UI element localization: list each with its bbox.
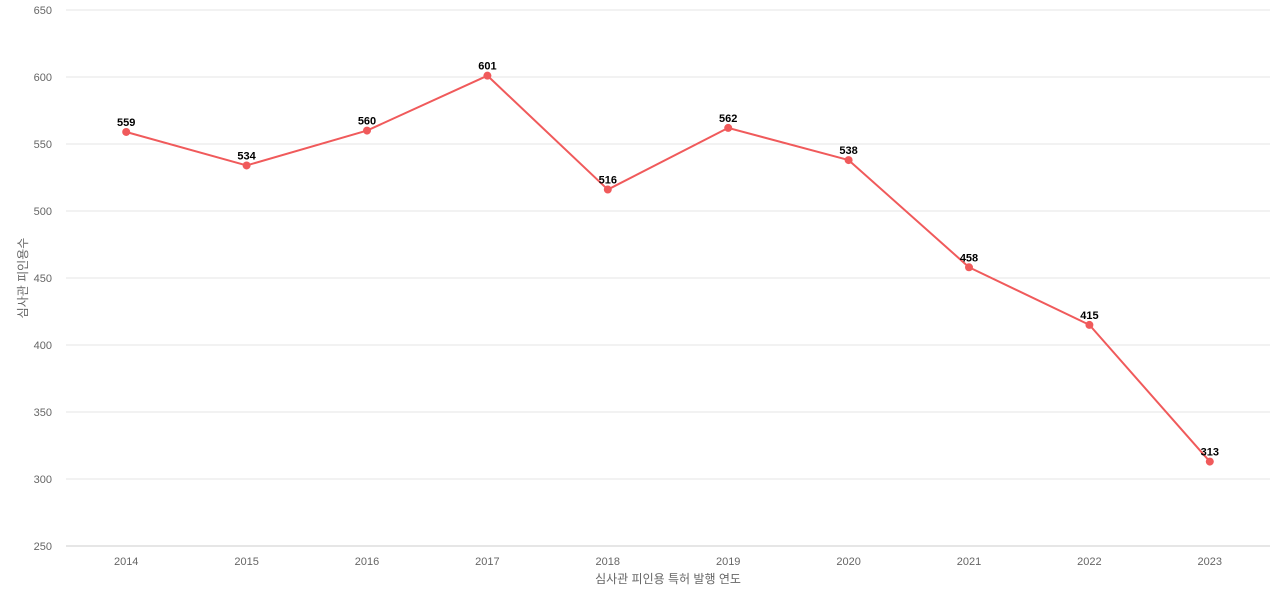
data-label: 516 — [599, 175, 617, 187]
data-labels: 559 534 560 601 516 562 538 458 415 313 — [117, 61, 1219, 459]
x-tick-label: 2017 — [475, 556, 499, 568]
data-label: 560 — [358, 116, 376, 128]
data-point[interactable] — [965, 263, 973, 272]
data-point[interactable] — [844, 156, 853, 165]
data-label: 559 — [117, 117, 135, 129]
y-tick-label: 600 — [34, 72, 52, 84]
data-label: 534 — [237, 150, 256, 162]
data-point[interactable] — [1205, 457, 1214, 466]
y-tick-label: 550 — [34, 139, 52, 151]
x-tick-label: 2021 — [957, 556, 981, 568]
y-tick-label: 400 — [34, 340, 52, 352]
series-layer — [122, 71, 1214, 466]
x-tick-label: 2023 — [1198, 556, 1222, 568]
data-label: 458 — [960, 252, 978, 264]
x-axis-title: 심사관 피인용 특허 발행 연도 — [595, 571, 741, 586]
y-tick-label: 500 — [34, 206, 52, 218]
x-tick-label: 2022 — [1077, 556, 1101, 568]
data-point[interactable] — [603, 185, 612, 194]
data-label: 313 — [1201, 447, 1219, 459]
data-point[interactable] — [122, 127, 131, 136]
x-tick-label: 2018 — [596, 556, 620, 568]
grid-layer — [66, 9, 1270, 547]
y-tick-label: 250 — [34, 541, 52, 553]
y-tick-label: 450 — [34, 273, 52, 285]
y-axis-ticks: 250 300 350 400 450 500 550 600 650 — [34, 5, 52, 553]
x-axis-ticks: 2014 2015 2016 2017 2018 2019 2020 2021 2022 2023 — [114, 556, 1222, 568]
data-point[interactable] — [242, 161, 251, 170]
data-label: 562 — [719, 113, 737, 125]
data-point[interactable] — [363, 126, 371, 135]
y-axis-title: 심사관 피인용수 — [16, 238, 30, 319]
y-tick-label: 650 — [34, 5, 52, 17]
data-label: 538 — [839, 145, 857, 157]
x-tick-label: 2019 — [716, 556, 740, 568]
x-tick-label: 2015 — [234, 556, 258, 568]
data-label: 415 — [1080, 310, 1098, 322]
x-tick-label: 2016 — [355, 556, 379, 568]
y-tick-label: 300 — [34, 474, 52, 486]
data-point[interactable] — [724, 123, 733, 132]
x-tick-label: 2020 — [836, 556, 860, 568]
data-point[interactable] — [1085, 320, 1094, 329]
data-point[interactable] — [483, 71, 492, 80]
series-line — [125, 74, 1211, 463]
y-tick-label: 350 — [34, 407, 52, 419]
x-tick-label: 2014 — [114, 556, 138, 568]
data-label: 601 — [478, 61, 496, 73]
